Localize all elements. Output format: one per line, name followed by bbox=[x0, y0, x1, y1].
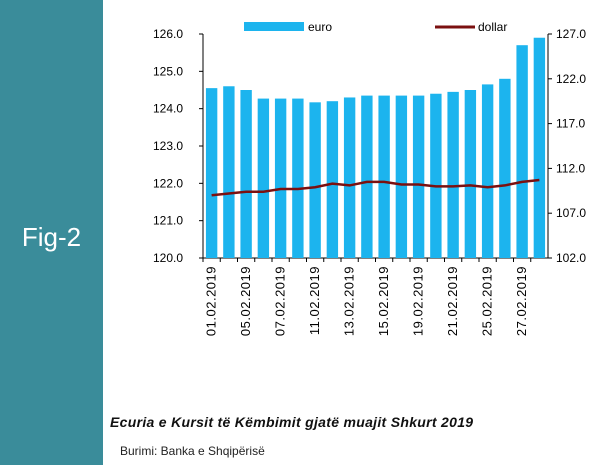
y2-tick-label: 102.0 bbox=[556, 251, 586, 265]
legend-swatch bbox=[244, 22, 304, 31]
legend-label: dollar bbox=[478, 20, 507, 34]
y-tick-label: 124.0 bbox=[153, 102, 183, 116]
bar bbox=[223, 86, 235, 259]
y-tick-label: 122.0 bbox=[153, 176, 183, 190]
y-tick-label: 120.0 bbox=[153, 251, 183, 265]
x-tick-label: 25.02.2019 bbox=[480, 266, 495, 336]
bar bbox=[309, 102, 321, 258]
x-tick-label: 07.02.2019 bbox=[273, 266, 288, 336]
chart: 120.0 121.0 122.0 123.0 124.0 125.0 126.0 102.0… bbox=[153, 20, 586, 336]
bar bbox=[499, 78, 511, 258]
bar bbox=[274, 98, 287, 258]
x-tick-label: 11.02.2019 bbox=[307, 266, 322, 335]
y-tick-label: 121.0 bbox=[153, 214, 183, 228]
bar bbox=[533, 37, 546, 258]
line-series bbox=[211, 178, 540, 197]
x-tick-label: 13.02.2019 bbox=[342, 266, 357, 336]
bar bbox=[292, 98, 304, 258]
figure-label: Fig-2 bbox=[21, 222, 82, 252]
x-tick-label: 21.02.2019 bbox=[445, 266, 460, 336]
y2-tick-label: 107.0 bbox=[556, 206, 586, 220]
bar bbox=[343, 97, 356, 258]
bar bbox=[240, 90, 252, 258]
x-tick-label: 05.02.2019 bbox=[238, 266, 253, 336]
caption: Ecuria e Kursit të Këmbimit gjatë muajit… bbox=[110, 414, 474, 430]
bar bbox=[395, 95, 408, 258]
y-tick-label: 125.0 bbox=[153, 64, 183, 78]
x-tick-label: 27.02.2019 bbox=[514, 266, 529, 336]
bar bbox=[257, 98, 270, 258]
x-tick-label: 15.02.2019 bbox=[376, 266, 391, 336]
bar bbox=[205, 88, 218, 258]
y2-tick-label: 112.0 bbox=[556, 161, 585, 175]
bar bbox=[378, 95, 390, 258]
y-tick-label: 126.0 bbox=[153, 27, 183, 41]
legend-label: euro bbox=[308, 20, 332, 34]
bar bbox=[464, 90, 477, 258]
bar bbox=[447, 91, 459, 258]
sidebar bbox=[0, 0, 103, 465]
bar bbox=[430, 93, 442, 258]
y-tick-label: 123.0 bbox=[153, 139, 183, 153]
bar bbox=[412, 95, 425, 258]
bar bbox=[516, 45, 528, 259]
bar bbox=[481, 84, 494, 259]
bar bbox=[361, 95, 373, 258]
x-tick-label: 19.02.2019 bbox=[411, 266, 426, 336]
y2-tick-label: 117.0 bbox=[556, 117, 585, 131]
y2-tick-label: 127.0 bbox=[556, 27, 586, 41]
bar bbox=[326, 101, 339, 258]
x-tick-label: 01.02.2019 bbox=[204, 266, 219, 336]
source: Burimi: Banka e Shqipërisë bbox=[120, 444, 265, 458]
y2-tick-label: 122.0 bbox=[556, 72, 586, 86]
